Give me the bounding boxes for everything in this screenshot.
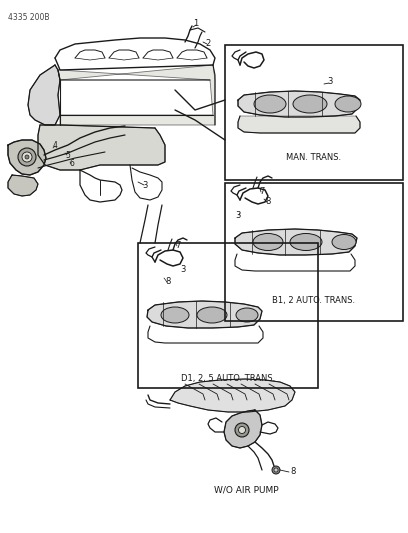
Text: 3: 3 (180, 265, 186, 274)
Text: 4335 200B: 4335 200B (8, 13, 49, 22)
Text: 2: 2 (205, 39, 211, 49)
Text: B1, 2 AUTO. TRANS.: B1, 2 AUTO. TRANS. (273, 295, 355, 304)
Circle shape (274, 468, 278, 472)
Ellipse shape (236, 308, 258, 322)
Text: D1, 2, 5 AUTO. TRANS.: D1, 2, 5 AUTO. TRANS. (181, 374, 275, 383)
Circle shape (272, 466, 280, 474)
Polygon shape (147, 301, 262, 328)
Ellipse shape (161, 307, 189, 323)
Polygon shape (38, 125, 165, 170)
Text: 6: 6 (69, 159, 74, 168)
Circle shape (235, 423, 249, 437)
Ellipse shape (332, 235, 356, 249)
Text: 1: 1 (193, 20, 199, 28)
Text: 5: 5 (66, 150, 71, 159)
Polygon shape (238, 116, 360, 133)
Text: 8: 8 (165, 278, 171, 287)
Polygon shape (28, 65, 60, 125)
Text: 3: 3 (142, 181, 148, 190)
Polygon shape (170, 379, 295, 412)
Polygon shape (238, 91, 360, 117)
Circle shape (22, 152, 32, 162)
Ellipse shape (290, 233, 322, 251)
Ellipse shape (293, 95, 327, 113)
Polygon shape (224, 410, 262, 448)
Circle shape (25, 155, 29, 159)
Text: 3: 3 (327, 77, 333, 86)
Text: 7: 7 (175, 241, 181, 251)
Polygon shape (8, 140, 46, 175)
Bar (138, 243, 318, 388)
Text: 8: 8 (265, 198, 271, 206)
Text: 3: 3 (235, 211, 241, 220)
Ellipse shape (254, 95, 286, 113)
Text: MAN. TRANS.: MAN. TRANS. (286, 154, 341, 163)
Polygon shape (58, 65, 215, 125)
Bar (225, 45, 403, 180)
Ellipse shape (335, 96, 361, 112)
Polygon shape (235, 229, 357, 255)
Text: 8: 8 (290, 467, 295, 477)
Text: 7: 7 (259, 188, 265, 197)
Polygon shape (8, 175, 38, 196)
Circle shape (239, 426, 246, 433)
Ellipse shape (197, 307, 227, 323)
Text: 4: 4 (53, 141, 58, 150)
Circle shape (18, 148, 36, 166)
Ellipse shape (253, 233, 283, 251)
Text: W/O AIR PUMP: W/O AIR PUMP (214, 486, 278, 495)
Bar (225, 183, 403, 321)
